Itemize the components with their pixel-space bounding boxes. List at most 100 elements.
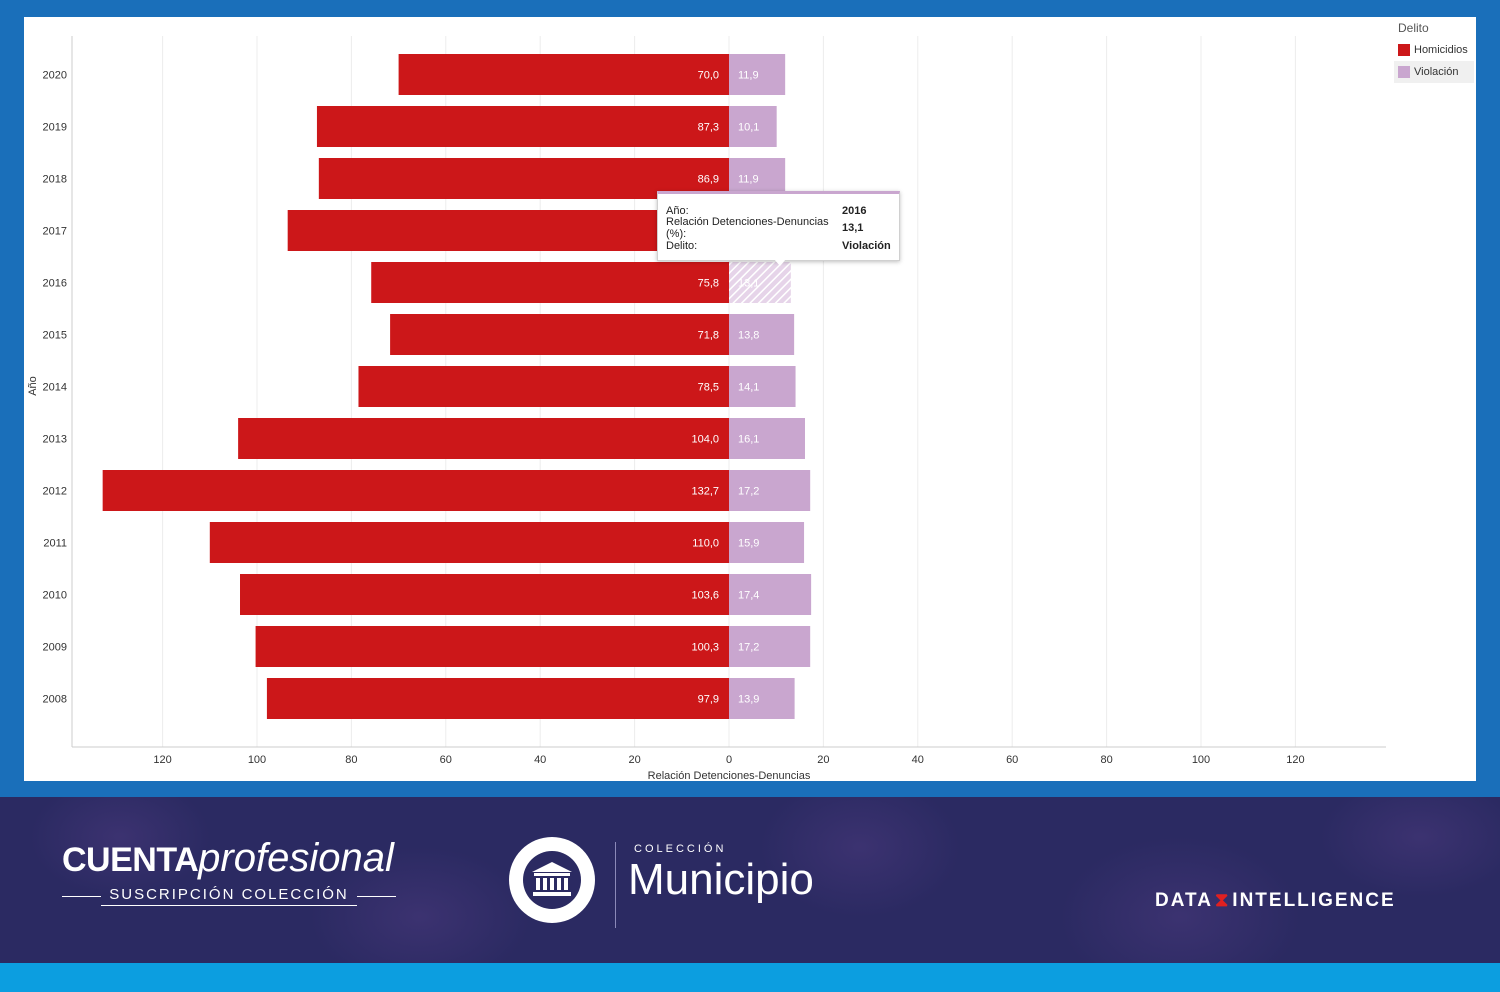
x-tick-label: 40 — [912, 754, 924, 766]
x-tick-label: 120 — [1286, 754, 1304, 766]
municipio-logo-circle — [509, 837, 595, 923]
legend-label-violacion: Violación — [1414, 66, 1459, 78]
y-tick-label: 2008 — [43, 694, 67, 706]
y-tick-label: 2013 — [43, 434, 67, 446]
bar-homicidios[interactable] — [398, 54, 729, 95]
bar-homicidios[interactable] — [390, 314, 729, 355]
data-label-violacion: 17,2 — [738, 486, 759, 498]
bar-violacion[interactable] — [729, 106, 777, 147]
chart-svg: 70,0 11,9 87,3 10,1 86,9 11,9 75,8 13,1 71,8 13,8… — [27, 36, 1386, 782]
y-tick-label: 2018 — [43, 174, 67, 186]
axis-layer: 120 100 80 60 40 20 0 20 40 60 80 100 120 2020 2019 201… — [43, 36, 1386, 766]
company-logo: DATA ⧗ INTELLIGENCE — [1155, 890, 1396, 912]
y-tick-label: 2011 — [43, 538, 67, 550]
bar-violacion[interactable] — [729, 574, 812, 615]
tooltip-pointer — [774, 259, 786, 266]
x-tick-label: 80 — [345, 754, 357, 766]
legend-item-homicidios[interactable]: Homicidios — [1394, 39, 1474, 61]
data-label-homicidios: 104,0 — [691, 434, 719, 446]
tooltip-row-delito: Delito: Violación — [666, 237, 891, 255]
bar-homicidios[interactable] — [316, 106, 729, 147]
x-tick-label: 80 — [1100, 754, 1112, 766]
bar-homicidios[interactable] — [287, 210, 729, 251]
bar-homicidios[interactable] — [266, 678, 729, 719]
company-part2: INTELLIGENCE — [1232, 890, 1396, 911]
y-tick-label: 2009 — [43, 642, 67, 654]
brand-light-text: profesional — [198, 836, 394, 880]
bar-homicidios[interactable] — [371, 262, 729, 303]
bar-homicidios[interactable] — [358, 366, 729, 407]
data-label-homicidios: 103,6 — [691, 590, 719, 602]
bar-violacion[interactable] — [729, 418, 805, 459]
y-tick-label: 2020 — [43, 70, 67, 82]
collection-name: Municipio — [628, 855, 814, 904]
bar-violacion[interactable] — [729, 522, 805, 563]
company-part1: DATA — [1155, 890, 1213, 911]
bar-homicidios[interactable] — [209, 522, 730, 563]
y-tick-label: 2010 — [43, 590, 67, 602]
legend-item-violacion[interactable]: Violación — [1394, 61, 1474, 83]
building-icon — [523, 851, 581, 909]
bar-homicidios[interactable] — [240, 574, 729, 615]
legend-label-homicidios: Homicidios — [1414, 44, 1468, 56]
brand-sub-line-left — [62, 895, 102, 897]
bar-violacion[interactable] — [729, 626, 811, 667]
bar-violacion[interactable] — [729, 366, 796, 407]
bar-violacion[interactable] — [729, 314, 795, 355]
data-label-homicidios: 87,3 — [698, 122, 719, 134]
brand-strong-text: CUENTA — [62, 841, 199, 879]
x-tick-label: 20 — [628, 754, 640, 766]
bar-violacion[interactable] — [729, 470, 811, 511]
data-label-violacion: 13,1 — [738, 278, 759, 290]
x-tick-label: 40 — [534, 754, 546, 766]
data-label-violacion: 13,8 — [738, 330, 759, 342]
legend: Delito Homicidios Violación — [1394, 21, 1474, 83]
tooltip-row-year: Año: 2016 — [666, 202, 891, 220]
bar-violacion[interactable] — [729, 262, 791, 303]
tooltip-value-year: 2016 — [842, 204, 867, 217]
x-tick-label: 60 — [440, 754, 452, 766]
y-tick-label: 2012 — [43, 486, 67, 498]
bar-homicidios[interactable] — [255, 626, 730, 667]
tooltip-key-year: Año: — [666, 204, 689, 217]
data-label-homicidios: 97,9 — [698, 694, 719, 706]
data-label-homicidios: 75,8 — [698, 278, 719, 290]
footer-banner — [0, 797, 1500, 963]
x-tick-label: 60 — [1006, 754, 1018, 766]
legend-title: Delito — [1398, 21, 1429, 35]
data-label-violacion: 15,9 — [738, 538, 759, 550]
bar-layer — [102, 54, 812, 719]
data-label-homicidios: 100,3 — [691, 642, 719, 654]
legend-swatch-homicidios — [1398, 44, 1410, 56]
data-label-violacion: 17,4 — [738, 590, 759, 602]
x-tick-label: 0 — [726, 754, 732, 766]
x-tick-label: 100 — [1192, 754, 1210, 766]
data-label-homicidios: 110,0 — [692, 538, 719, 550]
bottom-strip — [0, 963, 1500, 992]
data-label-violacion: 14,1 — [738, 382, 759, 394]
data-label-violacion: 11,9 — [738, 70, 759, 82]
hourglass-icon: ⧗ — [1214, 890, 1231, 911]
data-label-violacion: 13,9 — [738, 694, 759, 706]
bar-violacion[interactable] — [729, 54, 786, 95]
bar-violacion[interactable] — [729, 678, 795, 719]
brand-sub-line-right — [356, 895, 396, 897]
x-tick-label: 20 — [817, 754, 829, 766]
x-axis-title: Relación Detenciones-Denuncias — [648, 770, 811, 782]
legend-swatch-violacion — [1398, 66, 1410, 78]
y-tick-label: 2014 — [43, 382, 67, 394]
label-layer: 70,0 11,9 87,3 10,1 86,9 11,9 75,8 13,1 71,8 13,8… — [691, 70, 759, 706]
y-tick-label: 2016 — [43, 278, 67, 290]
y-axis-title: Año — [27, 376, 39, 396]
y-tick-label: 2019 — [43, 122, 67, 134]
data-label-homicidios: 132,7 — [691, 486, 719, 498]
brand-subtitle: SUSCRIPCIÓN COLECCIÓN — [62, 886, 396, 906]
chart-tooltip: Año: 2016 Relación Detenciones-Denuncias… — [657, 191, 900, 261]
brand-sub-text: SUSCRIPCIÓN COLECCIÓN — [101, 886, 357, 906]
data-label-homicidios: 78,5 — [698, 382, 719, 394]
data-label-violacion: 11,9 — [738, 174, 759, 186]
bar-homicidios[interactable] — [102, 470, 729, 511]
y-tick-label: 2015 — [43, 330, 67, 342]
data-label-violacion: 10,1 — [738, 122, 759, 134]
bar-homicidios[interactable] — [238, 418, 729, 459]
